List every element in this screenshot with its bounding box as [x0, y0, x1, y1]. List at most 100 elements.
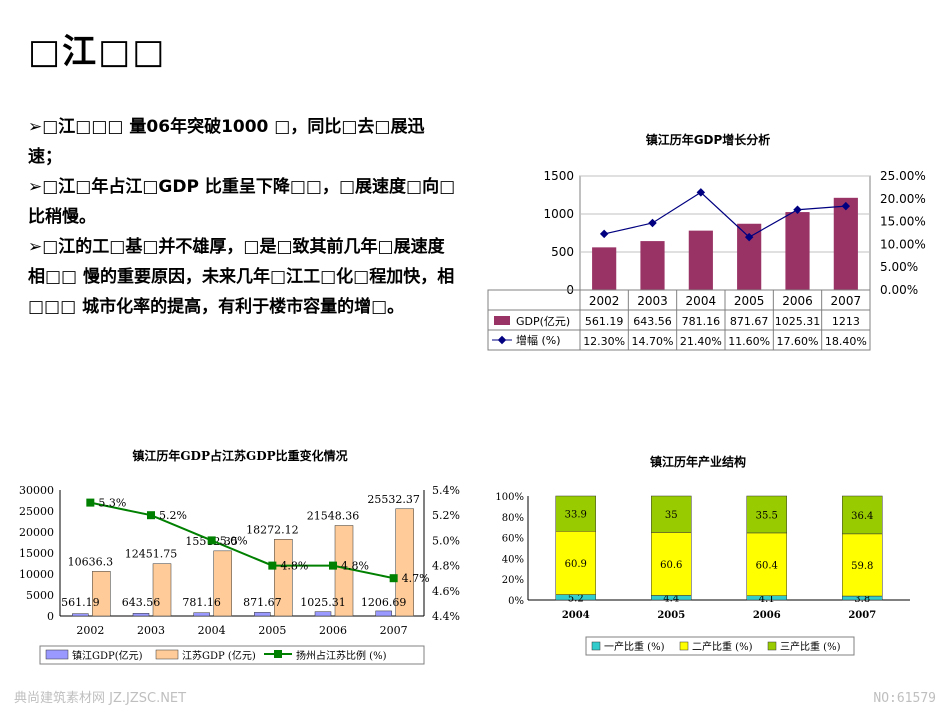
y2-tick-label: 4.4%	[432, 610, 460, 623]
line-point	[147, 511, 155, 520]
legend-box	[39, 645, 425, 665]
x-tick-label: 2005	[734, 294, 765, 308]
y-tick-label: 1000	[543, 207, 574, 221]
y2-tick-label: 20.00%	[880, 192, 926, 206]
data-label: 60.9	[565, 559, 587, 570]
bullet-item: ➢□江的工□基□并不雄厚，□是□致其前几年□展速度相□□ 慢的重要原因，未来几年…	[28, 237, 455, 317]
x-tick-label: 2004	[686, 294, 717, 308]
y-tick-label: 0	[47, 610, 54, 623]
share-line	[90, 501, 394, 580]
line-point	[86, 498, 95, 507]
y-tick-label: 0%	[508, 596, 524, 607]
y-tick-label: 100%	[495, 492, 524, 503]
line-point	[599, 229, 609, 239]
line-point	[268, 561, 277, 570]
legend-swatch	[274, 650, 282, 658]
bar	[785, 212, 810, 290]
bullet-item: ➢□江□□□ 量06年突破1000 □，同比□去□展迅速；	[28, 117, 425, 167]
table-cell: 14.70%	[632, 335, 674, 348]
bar	[92, 571, 111, 617]
chart-title: 镇江历年GDP占江苏GDP比重变化情况	[132, 448, 347, 463]
x-tick-label: 2007	[380, 624, 408, 637]
industry-structure-chart: 镇江历年产业结构 0% 20% 40% 60% 80% 100% 5.2 60.9 33.9 200…	[495, 454, 910, 656]
y-tick-label: 20000	[19, 526, 54, 539]
y2-tick-label: 4.8%	[432, 560, 460, 573]
stacked-bar-segment	[746, 532, 787, 596]
data-label: 1206.69	[361, 596, 407, 609]
data-label: 5.2%	[159, 509, 187, 522]
stacked-bar-segment	[842, 533, 883, 597]
legend-label: 二产比重 (%)	[692, 640, 753, 653]
gdp-share-chart: 镇江历年GDP占江苏GDP比重变化情况 0 5000 10000 15000 20000 2…	[19, 448, 460, 665]
line-point	[389, 574, 398, 583]
bar	[254, 612, 271, 617]
y2-tick-label: 5.0%	[432, 534, 460, 547]
data-label: 35.5	[756, 510, 778, 521]
bar	[395, 508, 414, 617]
y-tick-label: 30000	[19, 484, 54, 497]
table-cell: 11.60%	[728, 335, 770, 348]
footer-number: NO:61579	[873, 691, 936, 706]
data-label: 33.9	[565, 510, 587, 521]
x-tick-label: 2002	[76, 624, 104, 637]
legend-swatch	[494, 316, 510, 325]
stacked-bar-segment	[746, 495, 787, 534]
table-cell: 12.30%	[583, 335, 625, 348]
legend-swatch	[591, 641, 601, 651]
y2-tick-label: 25.00%	[880, 169, 926, 183]
y2-tick-label: 5.4%	[432, 484, 460, 497]
data-label: 5.2	[568, 593, 584, 604]
y2-tick-label: 15.00%	[880, 215, 926, 229]
data-label: 18272.12	[246, 523, 299, 536]
legend-swatch	[155, 649, 179, 660]
data-label: 59.8	[851, 561, 873, 572]
stacked-bar-segment	[651, 495, 692, 533]
line-point	[744, 232, 754, 242]
y2-tick-label: 0.00%	[880, 283, 918, 297]
gdp-growth-chart: 镇江历年GDP增长分析0500100015000.00%5.00%10.00%1…	[487, 132, 926, 351]
bar	[833, 197, 858, 290]
x-tick-label: 2006	[319, 624, 347, 637]
stacked-bar-segment	[555, 531, 596, 595]
chart-title: 镇江历年GDP增长分析	[646, 132, 771, 147]
x-tick-label: 2004	[198, 624, 226, 637]
data-label: 643.56	[122, 596, 161, 609]
line-point	[696, 188, 706, 197]
data-label: 561.19	[61, 596, 100, 609]
y-tick-label: 15000	[19, 547, 54, 560]
data-label: 3.8	[854, 594, 870, 605]
data-label: 871.67	[243, 596, 282, 609]
data-label: 781.16	[182, 596, 221, 609]
table-cell: 781.16	[682, 315, 721, 328]
x-tick-label: 2004	[562, 610, 590, 621]
line-point	[841, 201, 851, 211]
bar	[132, 613, 150, 617]
legend-swatch	[45, 649, 69, 660]
data-label: 4.4	[663, 594, 679, 605]
x-tick-label: 2006	[753, 610, 781, 621]
data-label: 12451.75	[125, 548, 178, 561]
x-tick-label: 2002	[589, 294, 620, 308]
bar	[274, 539, 293, 617]
bar	[152, 563, 172, 617]
data-label: 4.1	[759, 594, 775, 605]
bar	[640, 241, 665, 290]
data-label: 21548.36	[307, 509, 360, 522]
line-point	[329, 561, 337, 570]
table-cell: 871.67	[730, 315, 769, 328]
legend-label: 一产比重 (%)	[604, 640, 665, 653]
plot-area	[579, 175, 871, 291]
x-tick-label: 2003	[637, 294, 668, 308]
data-label: 60.4	[756, 560, 778, 571]
bar	[688, 230, 713, 290]
data-label: 4.8%	[341, 560, 369, 573]
table-cell: 561.19	[585, 315, 624, 328]
stacked-bar-segment	[651, 532, 692, 596]
x-tick-label: 2003	[137, 624, 165, 637]
y-tick-label: 20%	[502, 575, 524, 586]
y-tick-label: 80%	[502, 513, 524, 524]
y2-tick-label: 5.2%	[432, 509, 460, 522]
legend-label: 镇江GDP(亿元)	[72, 649, 143, 662]
data-label: 60.6	[660, 560, 682, 571]
bar	[193, 612, 210, 617]
